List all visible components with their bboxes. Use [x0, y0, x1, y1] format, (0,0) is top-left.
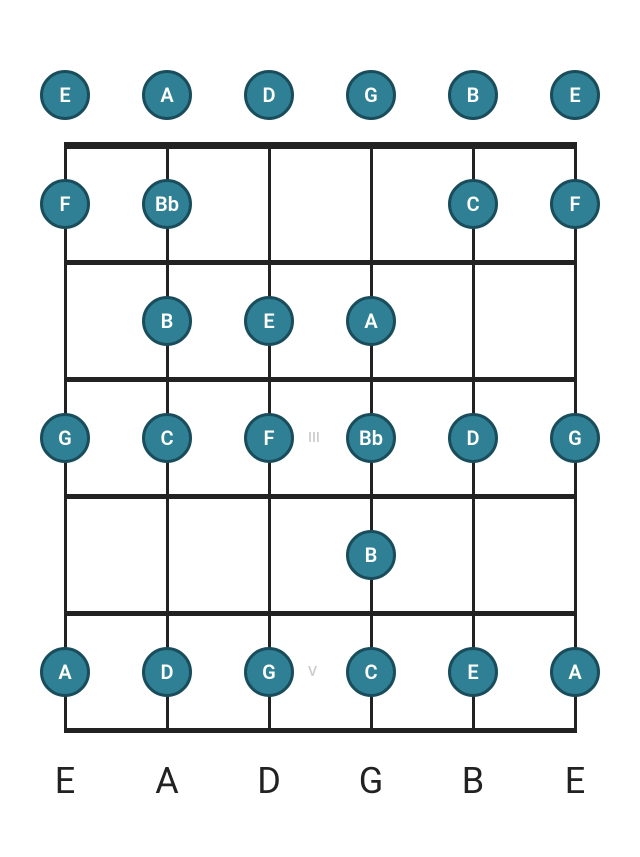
note-label: B — [365, 543, 378, 567]
note-A-s3-f2: A — [346, 296, 396, 346]
note-label: C — [466, 192, 479, 216]
note-C-s1-f3: C — [142, 413, 192, 463]
note-E-s2-f2: E — [244, 296, 294, 346]
note-F-s2-f3: F — [244, 413, 294, 463]
nut — [64, 142, 577, 149]
note-F-s5-f1: F — [550, 179, 600, 229]
string-label-5: E — [555, 760, 595, 802]
note-B-s3-f4: B — [346, 530, 396, 580]
string-label-0: E — [45, 760, 85, 802]
note-label: Bb — [155, 192, 179, 216]
fret-line-5 — [64, 728, 577, 733]
fret-line-4 — [64, 611, 577, 616]
note-C-s4-f1: C — [448, 179, 498, 229]
note-label: G — [58, 426, 72, 450]
note-label: D — [262, 83, 275, 107]
note-label: A — [160, 83, 173, 107]
note-F-s0-f1: F — [40, 179, 90, 229]
fret-marker-5: V — [308, 664, 317, 680]
note-label: G — [262, 660, 276, 684]
note-G-s5-f3: G — [550, 413, 600, 463]
note-A-s0-f5: A — [40, 647, 90, 697]
note-label: C — [364, 660, 377, 684]
note-label: F — [264, 426, 275, 450]
note-label: Bb — [359, 426, 383, 450]
note-label: E — [59, 83, 70, 107]
note-A-s5-f5: A — [550, 647, 600, 697]
note-label: D — [466, 426, 479, 450]
string-label-4: B — [453, 760, 493, 802]
note-label: F — [60, 192, 71, 216]
note-D-s2-f0: D — [244, 70, 294, 120]
fret-line-1 — [64, 260, 577, 265]
string-label-1: A — [147, 760, 187, 802]
note-E-s4-f5: E — [448, 647, 498, 697]
note-G-s3-f0: G — [346, 70, 396, 120]
note-label: A — [568, 660, 581, 684]
fret-line-2 — [64, 377, 577, 382]
fretboard-diagram: IIIVEADGBEFBbCFBEAGCFBbDGBADGCEAEADGBE — [45, 60, 595, 760]
note-label: G — [364, 83, 378, 107]
note-D-s1-f5: D — [142, 647, 192, 697]
note-C-s3-f5: C — [346, 647, 396, 697]
note-E-s0-f0: E — [40, 70, 90, 120]
note-label: F — [570, 192, 581, 216]
note-Bb-s1-f1: Bb — [142, 179, 192, 229]
string-label-3: G — [351, 760, 391, 802]
note-E-s5-f0: E — [550, 70, 600, 120]
note-label: E — [263, 309, 274, 333]
note-A-s1-f0: A — [142, 70, 192, 120]
note-D-s4-f3: D — [448, 413, 498, 463]
note-B-s4-f0: B — [448, 70, 498, 120]
note-label: E — [569, 83, 580, 107]
note-B-s1-f2: B — [142, 296, 192, 346]
note-label: D — [160, 660, 173, 684]
fret-marker-3: III — [308, 430, 320, 446]
note-Bb-s3-f3: Bb — [346, 413, 396, 463]
fret-line-3 — [64, 494, 577, 499]
note-label: C — [160, 426, 173, 450]
note-label: E — [467, 660, 478, 684]
note-label: B — [467, 83, 480, 107]
note-label: B — [161, 309, 174, 333]
note-label: A — [58, 660, 71, 684]
note-G-s2-f5: G — [244, 647, 294, 697]
note-label: G — [568, 426, 582, 450]
string-label-2: D — [249, 760, 289, 802]
note-G-s0-f3: G — [40, 413, 90, 463]
note-label: A — [364, 309, 377, 333]
